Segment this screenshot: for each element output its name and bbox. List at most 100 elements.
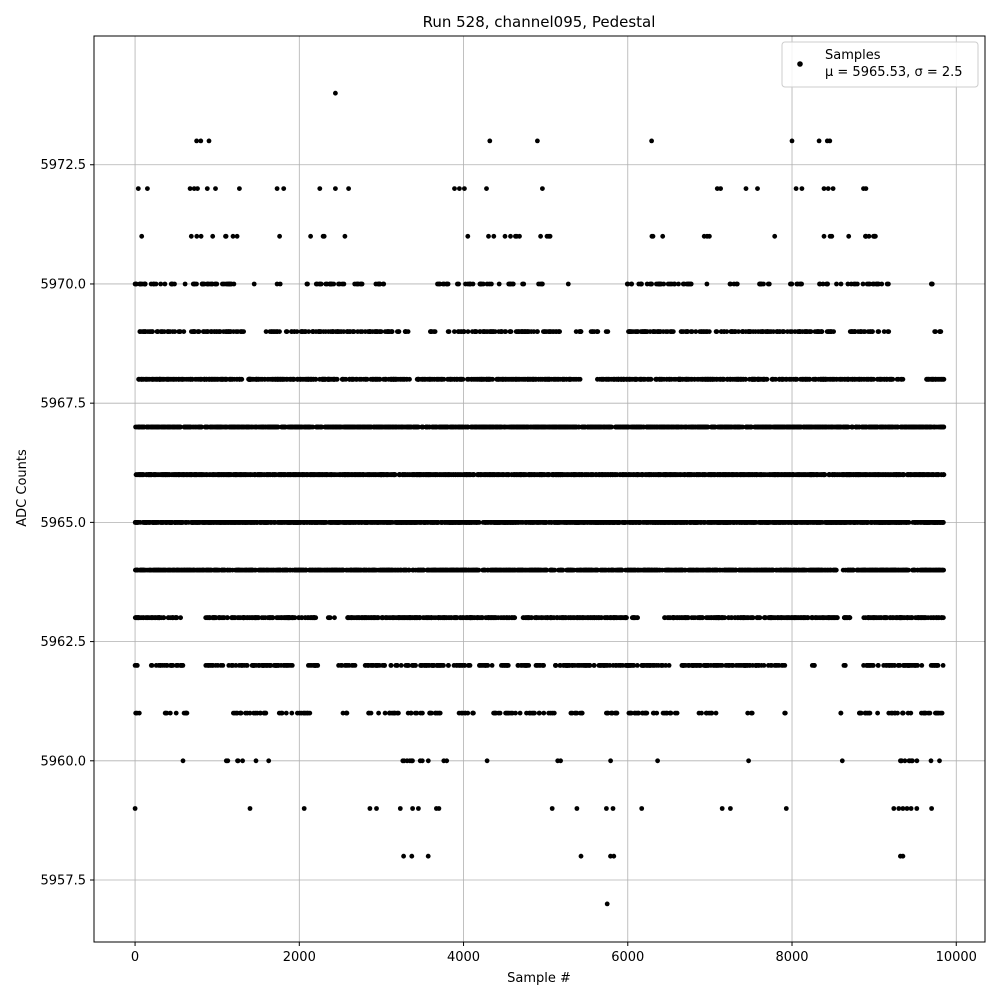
data-point — [470, 281, 476, 287]
data-point — [240, 758, 246, 764]
data-point — [268, 663, 274, 668]
data-point — [389, 329, 395, 334]
data-point — [133, 281, 139, 287]
data-point — [294, 329, 300, 334]
data-point — [517, 710, 523, 716]
data-point — [231, 281, 237, 287]
data-point — [419, 758, 425, 764]
data-point — [541, 710, 547, 716]
data-point — [178, 615, 184, 621]
data-point — [497, 710, 503, 716]
data-point — [162, 281, 168, 287]
data-point — [217, 329, 223, 334]
data-point — [465, 233, 471, 239]
data-point — [547, 233, 553, 239]
data-point — [502, 233, 508, 239]
data-point — [341, 281, 347, 287]
data-point — [503, 329, 509, 334]
data-point — [233, 663, 239, 668]
data-point — [210, 233, 216, 239]
data-point — [150, 329, 155, 334]
data-point — [142, 281, 148, 287]
data-point — [173, 710, 179, 716]
data-point — [182, 281, 188, 287]
data-point — [396, 710, 401, 716]
data-point — [266, 758, 272, 764]
data-point — [263, 329, 269, 334]
data-point — [432, 329, 438, 334]
data-point — [172, 329, 178, 334]
data-point — [388, 663, 394, 668]
data-point — [270, 615, 276, 621]
data-point — [161, 615, 167, 621]
data-point — [225, 758, 231, 764]
data-point — [396, 329, 402, 334]
data-point — [172, 281, 177, 287]
data-point — [284, 329, 290, 334]
data-point — [334, 376, 340, 382]
data-point — [331, 281, 337, 287]
data-point — [184, 710, 190, 716]
data-point — [460, 376, 466, 382]
data-point — [413, 663, 418, 668]
data-point — [225, 615, 231, 621]
data-point — [174, 615, 180, 621]
data-point — [277, 329, 282, 334]
data-point — [510, 281, 516, 287]
data-point — [279, 710, 285, 716]
data-point — [167, 710, 173, 716]
data-point — [489, 663, 495, 668]
data-point — [486, 233, 491, 239]
data-point — [517, 233, 522, 239]
data-point — [508, 233, 513, 239]
data-point — [199, 424, 204, 430]
data-point — [139, 233, 145, 239]
data-point — [467, 663, 473, 668]
data-point — [313, 615, 319, 621]
data-point — [230, 233, 236, 239]
data-point — [234, 233, 240, 239]
data-point — [194, 281, 199, 287]
data-point — [405, 329, 411, 334]
plot-background — [94, 36, 985, 942]
data-point — [180, 758, 186, 764]
data-point — [178, 424, 183, 430]
data-point — [410, 758, 415, 764]
data-point — [491, 233, 497, 239]
plot-area — [93, 35, 986, 943]
data-point — [408, 710, 414, 716]
data-point — [441, 663, 446, 668]
data-point — [540, 281, 545, 287]
data-point — [538, 233, 543, 239]
data-point — [198, 233, 204, 239]
data-point — [484, 758, 490, 764]
data-point — [136, 710, 142, 716]
data-point — [425, 758, 431, 764]
data-point — [134, 663, 140, 668]
data-point — [456, 281, 461, 287]
data-point — [565, 281, 571, 287]
data-point — [220, 663, 226, 668]
data-point — [181, 329, 187, 334]
data-point — [177, 329, 183, 334]
data-point — [444, 758, 450, 764]
data-point — [247, 710, 253, 716]
data-point — [446, 329, 452, 334]
data-point — [188, 233, 194, 239]
data-point — [344, 710, 350, 716]
data-point — [541, 663, 546, 668]
data-point — [170, 663, 176, 668]
data-point — [513, 710, 518, 716]
data-point — [307, 710, 313, 716]
data-point — [512, 615, 518, 621]
data-point — [496, 281, 502, 287]
data-point — [318, 281, 324, 287]
data-point — [164, 663, 170, 668]
data-point — [315, 663, 321, 668]
data-point — [244, 663, 250, 668]
data-point — [420, 710, 425, 716]
data-point — [283, 710, 289, 716]
data-point — [446, 663, 451, 668]
data-point — [526, 663, 532, 668]
data-point — [332, 615, 337, 621]
